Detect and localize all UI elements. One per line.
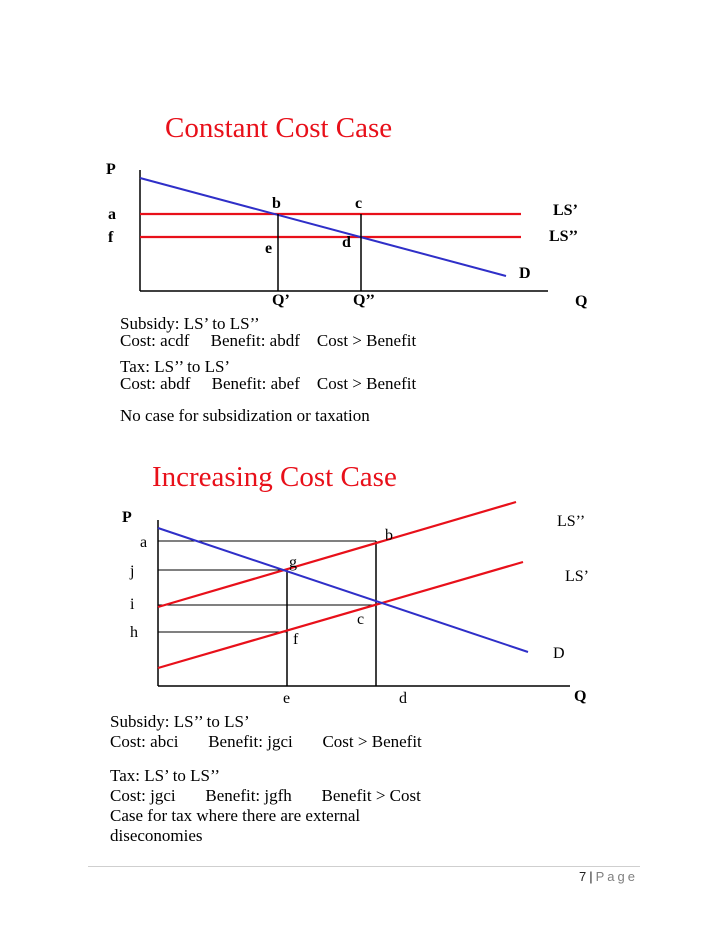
page-footer: 7 | Page <box>560 869 638 884</box>
increasing-text-line-2: Cost: abci Benefit: jgci Cost > Benefit <box>110 732 422 751</box>
page-number: 7 <box>579 869 587 884</box>
constant-label-c: c <box>355 195 362 212</box>
increasing-label-ls2: LS’’ <box>557 513 585 530</box>
increasing-label-g: g <box>289 554 297 571</box>
increasing-label-j: j <box>129 563 134 580</box>
increasing-text-line-5: Case for tax where there are external <box>110 806 360 825</box>
increasing-label-h: h <box>130 624 138 641</box>
constant-demand-line <box>139 177 507 277</box>
increasing-text-line-4: Cost: jgci Benefit: jgfh Benefit > Cost <box>110 786 421 805</box>
increasing-label-f: f <box>293 631 299 648</box>
constant-text-line-5: No case for subsidization or taxation <box>120 406 370 425</box>
page-word: Page <box>595 869 638 884</box>
increasing-label-c: c <box>357 611 364 628</box>
increasing-label-demand: D <box>553 645 565 662</box>
constant-label-e: e <box>265 240 272 257</box>
increasing-text-line-3: Tax: LS’ to LS’’ <box>110 766 220 785</box>
constant-label-d: d <box>342 234 351 251</box>
constant-text-line-3: Tax: LS’’ to LS’ <box>120 357 230 376</box>
increasing-text-line-1: Subsidy: LS’’ to LS’ <box>110 712 250 731</box>
increasing-demand-line <box>157 527 529 653</box>
constant-label-demand: D <box>519 265 531 282</box>
footer-divider <box>88 866 640 867</box>
increasing-label-d: d <box>399 690 407 707</box>
constant-cost-diagram: Constant Cost Case P Q a f b c e d LS’ L… <box>106 112 587 425</box>
constant-axis-q: Q <box>575 293 587 310</box>
increasing-cost-diagram: Increasing Cost Case P Q a j i h b g c f… <box>110 461 589 845</box>
constant-text-line-4: Cost: abdf Benefit: abef Cost > Benefit <box>120 374 416 393</box>
constant-label-ls1: LS’ <box>553 202 578 219</box>
constant-text-line-1: Subsidy: LS’ to LS’’ <box>120 314 260 333</box>
increasing-axis-p: P <box>122 509 132 526</box>
increasing-axis-q: Q <box>574 688 586 705</box>
increasing-text-line-6: diseconomies <box>110 826 203 845</box>
constant-label-a: a <box>108 206 116 223</box>
increasing-ls2-line <box>157 500 517 609</box>
constant-label-ls2: LS’’ <box>549 228 578 245</box>
increasing-label-b: b <box>385 527 393 544</box>
constant-label-f: f <box>108 229 114 246</box>
constant-axis-p: P <box>106 161 116 178</box>
increasing-label-i: i <box>130 596 135 613</box>
constant-title: Constant Cost Case <box>165 112 392 144</box>
increasing-label-e: e <box>283 690 290 707</box>
constant-text-line-2: Cost: acdf Benefit: abdf Cost > Benefit <box>120 331 416 350</box>
increasing-label-ls1: LS’ <box>565 568 589 585</box>
constant-label-b: b <box>272 195 281 212</box>
constant-label-q2: Q’’ <box>353 292 375 309</box>
increasing-ls1-line <box>157 560 524 670</box>
constant-label-q1: Q’ <box>272 292 290 309</box>
footer-separator: | <box>589 869 593 884</box>
increasing-label-a: a <box>140 534 147 551</box>
increasing-title: Increasing Cost Case <box>152 461 397 493</box>
